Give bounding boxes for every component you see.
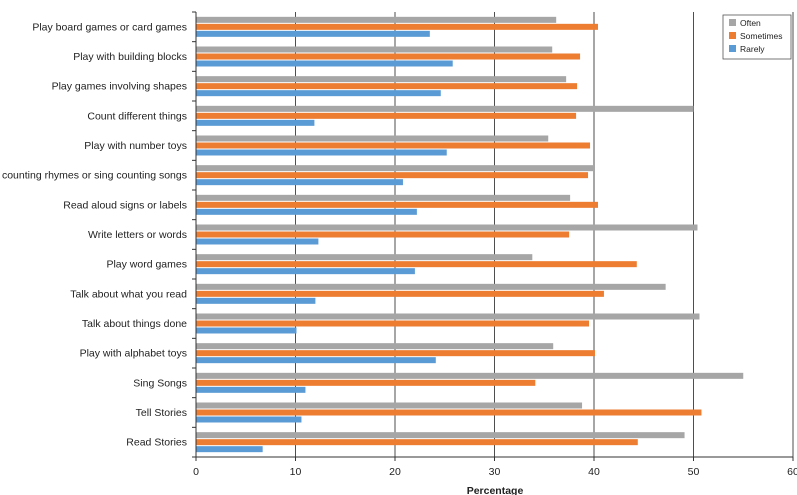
x-tick-label: 20 — [389, 466, 401, 478]
category-labels: Play board games or card games Play with … — [0, 21, 187, 448]
bar-rarely-play-with-alphabet-toys — [196, 357, 436, 364]
x-tick-label: 10 — [290, 466, 302, 478]
bar-sometimes-sing-songs — [196, 379, 536, 386]
bar-often-talk-about-what-you-read — [196, 283, 666, 290]
bar-rarely-play-with-number-toys — [196, 149, 447, 156]
category-label: Count different things — [87, 110, 187, 122]
bar-rarely-read-aloud-signs-or-labels — [196, 208, 417, 215]
category-label: Play with building blocks — [73, 51, 187, 63]
bar-sometimes-play-with-number-toys — [196, 142, 591, 149]
bar-rarely-count-different-things — [196, 119, 315, 126]
bar-often-play-with-building-blocks — [196, 46, 553, 53]
x-tick-label: 50 — [688, 466, 700, 478]
legend-swatch-sometimes — [729, 32, 736, 39]
bar-often-read-stories — [196, 432, 685, 439]
bar-rarely-say-counting-rhymes-or-sing-counting-songs — [196, 179, 403, 186]
bar-sometimes-play-with-building-blocks — [196, 53, 581, 60]
category-label: Play games involving shapes — [52, 81, 187, 93]
category-label: Play board games or card games — [32, 21, 187, 33]
legend-label-often: Often — [740, 18, 761, 28]
bar-rarely-sing-songs — [196, 386, 306, 393]
category-label: Play with alphabet toys — [80, 348, 187, 360]
x-tick-label: 0 — [193, 466, 199, 478]
bar-often-play-board-games-or-card-games — [196, 16, 557, 23]
category-label: Tell Stories — [136, 407, 187, 419]
bar-often-count-different-things — [196, 105, 694, 112]
bar-sometimes-play-with-alphabet-toys — [196, 350, 595, 357]
bar-often-say-counting-rhymes-or-sing-counting-songs — [196, 165, 594, 172]
bar-often-read-aloud-signs-or-labels — [196, 194, 571, 201]
category-label: Sing Songs — [133, 377, 187, 389]
legend-label-rarely: Rarely — [740, 44, 765, 54]
bar-often-write-letters-or-words — [196, 224, 698, 231]
bar-rarely-play-board-games-or-card-games — [196, 30, 430, 37]
bar-often-play-with-number-toys — [196, 135, 549, 142]
bar-rarely-tell-stories — [196, 416, 302, 423]
bar-sometimes-play-board-games-or-card-games — [196, 23, 598, 30]
category-label: Play word games — [106, 259, 187, 271]
x-tick-label: 40 — [588, 466, 600, 478]
x-tick-label: 60 — [787, 466, 797, 478]
bar-sometimes-write-letters-or-words — [196, 231, 570, 238]
bar-often-play-with-alphabet-toys — [196, 343, 554, 350]
bar-rarely-play-games-involving-shapes — [196, 90, 441, 97]
bar-sometimes-count-different-things — [196, 112, 577, 119]
bar-sometimes-play-games-involving-shapes — [196, 83, 578, 90]
bar-rarely-talk-about-what-you-read — [196, 297, 316, 304]
x-tick-labels: 0 10 20 30 40 50 60 — [193, 466, 797, 478]
bar-sometimes-tell-stories — [196, 409, 702, 416]
category-label: Talk about what you read — [70, 288, 187, 300]
category-label: Talk about things done — [82, 318, 187, 330]
bar-often-play-games-involving-shapes — [196, 76, 567, 83]
category-label: Write letters or words — [88, 229, 187, 241]
bar-rarely-talk-about-things-done — [196, 327, 297, 334]
legend-label-sometimes: Sometimes — [740, 31, 783, 41]
legend-swatch-rarely — [729, 45, 736, 52]
bar-rarely-read-stories — [196, 446, 263, 453]
bar-rarely-play-word-games — [196, 268, 415, 275]
bar-rarely-write-letters-or-words — [196, 238, 319, 245]
bar-sometimes-read-stories — [196, 439, 638, 446]
category-label: Read Stories — [126, 437, 187, 449]
axes — [192, 11, 794, 461]
category-label: Read aloud signs or labels — [63, 199, 187, 211]
bar-sometimes-talk-about-what-you-read — [196, 290, 604, 297]
bar-often-play-word-games — [196, 254, 533, 261]
bar-often-talk-about-things-done — [196, 313, 700, 320]
x-tick-label: 30 — [489, 466, 501, 478]
category-label: Say counting rhymes or sing counting son… — [0, 170, 187, 182]
bar-rarely-play-with-building-blocks — [196, 60, 453, 67]
bar-often-tell-stories — [196, 402, 583, 409]
category-label: Play with number toys — [84, 140, 187, 152]
legend-swatch-often — [729, 19, 736, 26]
bar-sometimes-say-counting-rhymes-or-sing-counting-songs — [196, 172, 589, 179]
bars — [196, 16, 744, 453]
bar-sometimes-talk-about-things-done — [196, 320, 590, 327]
legend: Often Sometimes Rarely — [722, 14, 792, 60]
bar-sometimes-play-word-games — [196, 261, 637, 268]
x-axis-title: Percentage — [467, 485, 524, 495]
bar-often-sing-songs — [196, 372, 744, 379]
bar-sometimes-read-aloud-signs-or-labels — [196, 201, 598, 208]
